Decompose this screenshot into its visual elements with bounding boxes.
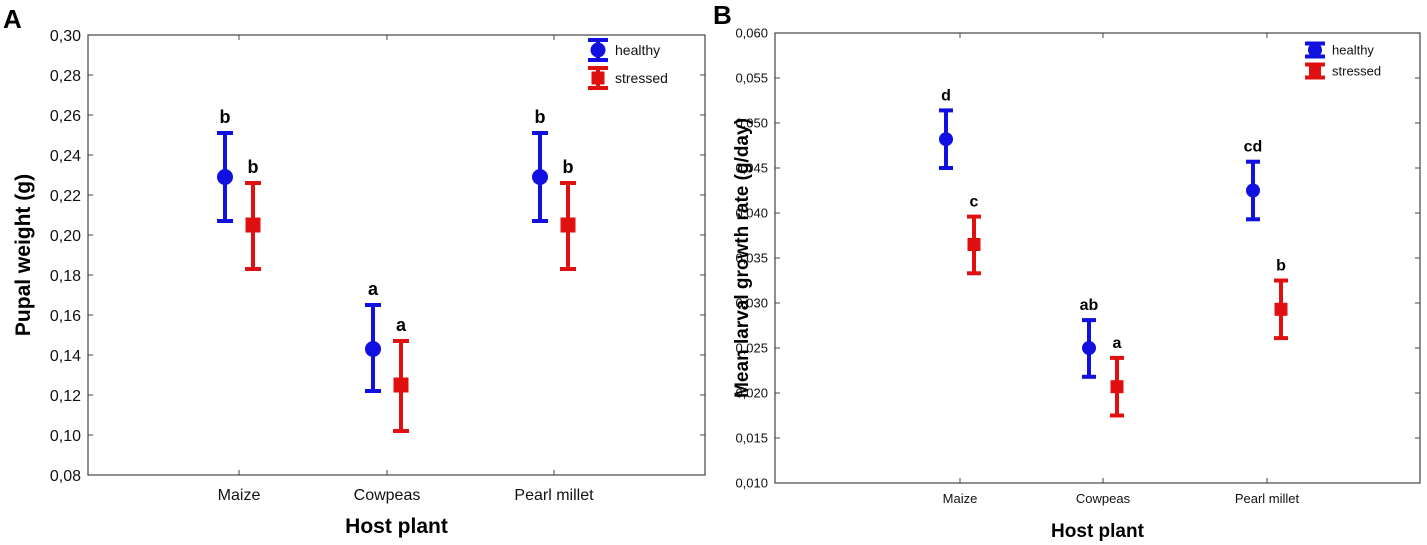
y-axis-title: Mean larval growth rate (g/day)	[732, 118, 753, 398]
x-tick-label: Pearl millet	[514, 487, 594, 504]
y-tick-label: 0,055	[735, 71, 768, 86]
x-tick-label: Pearl millet	[1235, 491, 1300, 506]
y-tick-label: 0,28	[50, 68, 81, 85]
x-tick-label: Maize	[218, 487, 261, 504]
x-axis-title: Host plant	[345, 515, 448, 538]
data-point-stressed	[1274, 302, 1288, 316]
legend-marker-healthy	[590, 42, 606, 58]
plot-frame	[774, 32, 1421, 484]
significance-label: ab	[1080, 297, 1099, 314]
significance-label: b	[248, 157, 259, 177]
data-point-healthy	[939, 132, 953, 147]
legend-label-healthy: healthy	[1332, 43, 1374, 58]
y-tick-label: 0,22	[50, 188, 81, 205]
legend: healthy stressed	[588, 38, 668, 90]
legend-marker-stressed	[1309, 65, 1321, 77]
y-tick-label: 0,20	[50, 228, 81, 245]
y-tick-label: 0,040	[735, 206, 768, 221]
data-point-healthy	[217, 169, 233, 185]
significance-label: b	[1276, 258, 1286, 275]
significance-label: a	[396, 315, 407, 335]
legend-marker-healthy	[1308, 43, 1322, 57]
plot-frame	[87, 34, 706, 476]
significance-label: b	[220, 107, 231, 127]
x-tick-label: Maize	[943, 491, 978, 506]
significance-label: cd	[1244, 139, 1263, 156]
y-tick-label: 0,010	[735, 476, 768, 491]
y-axis-title: Pupal weight (g)	[12, 174, 35, 336]
panel-letter: B	[713, 0, 732, 30]
panel-letter: A	[3, 4, 22, 34]
data-point-stressed	[1110, 380, 1124, 394]
y-tick-label: 0,020	[735, 386, 768, 401]
data-point-healthy	[1082, 341, 1096, 355]
y-tick-label: 0,015	[735, 431, 768, 446]
data-point-healthy	[532, 169, 548, 185]
y-tick-label: 0,30	[50, 28, 81, 45]
data-point-healthy	[365, 341, 381, 357]
y-tick-label: 0,025	[735, 341, 768, 356]
y-tick-label: 0,26	[50, 108, 81, 125]
x-axis-title: Host plant	[1051, 521, 1145, 542]
data-point-stressed	[967, 238, 981, 251]
legend: healthy stressed	[1305, 41, 1381, 80]
y-tick-label: 0,16	[50, 308, 81, 325]
legend-marker-stressed	[591, 71, 605, 85]
significance-label: c	[970, 194, 979, 211]
y-tick-label: 0,030	[735, 296, 768, 311]
significance-label: b	[563, 157, 574, 177]
y-tick-label: 0,08	[50, 468, 81, 485]
data-point-stressed	[393, 377, 409, 393]
y-tick-label: 0,050	[735, 116, 768, 131]
data-point-stressed	[560, 217, 576, 233]
data-point-stressed	[245, 217, 261, 233]
significance-label: b	[535, 107, 546, 127]
data-point-healthy	[1246, 183, 1260, 198]
y-tick-label: 0,045	[735, 161, 768, 176]
chart-panel-a: A 0,08 0,10 0,12 0,14 0,16 0,18 0,20 0,22 0,24 0,2…	[3, 4, 706, 538]
y-tick-label: 0,24	[50, 148, 81, 165]
significance-label: a	[368, 279, 379, 299]
legend-label-stressed: stressed	[1332, 64, 1381, 79]
legend-label-stressed: stressed	[615, 70, 668, 86]
y-tick-label: 0,18	[50, 268, 81, 285]
y-tick-label: 0,10	[50, 428, 81, 445]
y-tick-label: 0,12	[50, 388, 81, 405]
y-tick-label: 0,035	[735, 251, 768, 266]
significance-label: a	[1113, 335, 1122, 352]
y-tick-label: 0,060	[735, 26, 768, 41]
legend-label-healthy: healthy	[615, 42, 660, 58]
x-tick-label: Cowpeas	[354, 487, 421, 504]
y-tick-label: 0,14	[50, 348, 81, 365]
chart-panel-b: B 0,010 0,015 0,020 0,025 0,030 0,035 0,040 0,04…	[713, 0, 1421, 542]
x-tick-label: Cowpeas	[1076, 491, 1131, 506]
significance-label: d	[941, 87, 951, 104]
